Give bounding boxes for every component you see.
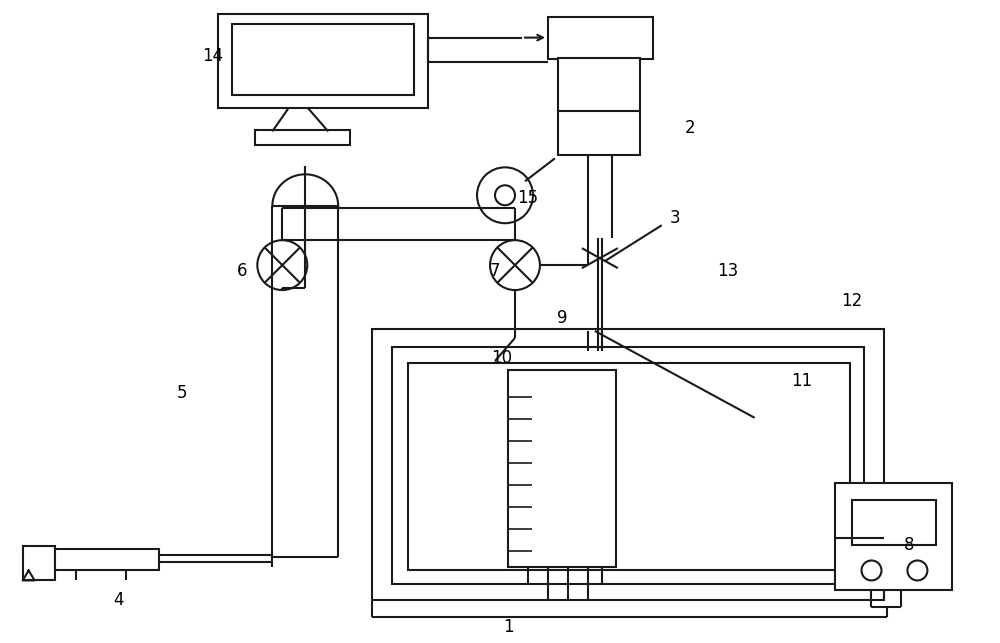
- Text: 8: 8: [904, 536, 915, 554]
- Text: 13: 13: [717, 262, 738, 280]
- Bar: [392, 347, 864, 584]
- Bar: [55, 548, 159, 570]
- Bar: [372, 329, 884, 601]
- Bar: [835, 483, 952, 590]
- Bar: [558, 58, 640, 156]
- Text: 5: 5: [177, 384, 188, 402]
- Text: 9: 9: [557, 309, 567, 327]
- Text: 2: 2: [684, 120, 695, 138]
- Text: 15: 15: [517, 189, 539, 207]
- Text: 11: 11: [791, 372, 812, 390]
- Bar: [852, 500, 936, 545]
- Text: 3: 3: [669, 209, 680, 227]
- Text: 12: 12: [841, 292, 862, 310]
- Bar: [255, 131, 350, 145]
- Text: 7: 7: [490, 262, 500, 280]
- Bar: [232, 24, 414, 96]
- Bar: [218, 14, 428, 109]
- Text: 10: 10: [491, 349, 513, 367]
- Bar: [408, 363, 850, 570]
- Bar: [548, 17, 653, 59]
- Text: 1: 1: [503, 619, 513, 637]
- Bar: [508, 370, 616, 568]
- Text: 6: 6: [237, 262, 248, 280]
- Text: 4: 4: [113, 592, 124, 610]
- Bar: [23, 545, 55, 581]
- Text: 14: 14: [202, 46, 223, 64]
